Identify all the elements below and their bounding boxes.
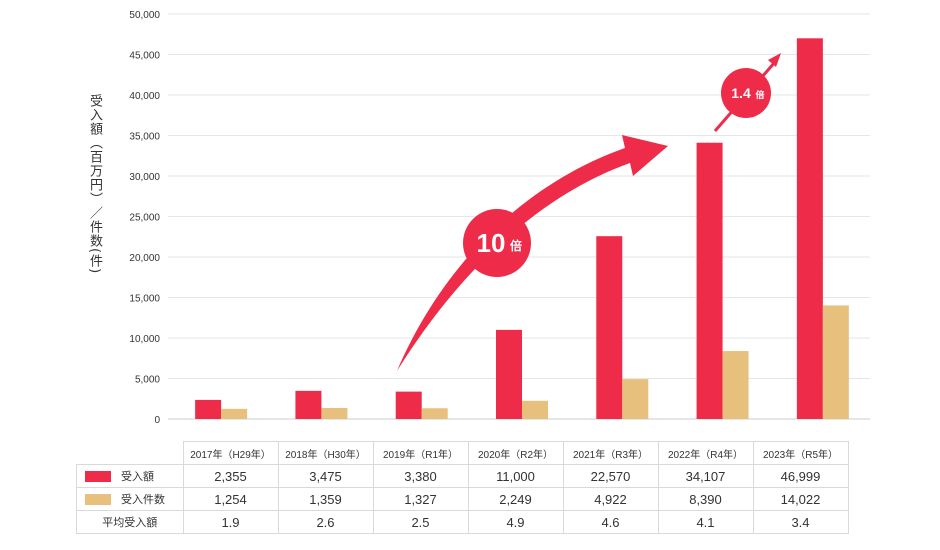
bar-received <box>395 391 422 419</box>
bar-count <box>622 379 649 419</box>
table-cell: 3,380 <box>372 464 469 488</box>
legend-swatch-count <box>85 493 111 505</box>
table-cell: 11,000 <box>467 464 564 488</box>
bar-received <box>295 390 322 419</box>
bars <box>195 38 849 419</box>
bar-count <box>722 351 749 419</box>
legend-swatch-received <box>85 470 111 482</box>
bar-received <box>496 329 522 419</box>
bar-count <box>221 408 248 419</box>
y-tick-label: 30,000 <box>129 172 160 183</box>
bar-received <box>696 142 723 419</box>
table-header-row: 2017年（H29年） 2018年（H30年） 2019年（R1年） 2020年… <box>77 441 849 465</box>
column-header: 2018年（H30年） <box>277 441 374 465</box>
growth-arrow-large <box>397 135 668 371</box>
table-cell: 2,355 <box>182 464 279 488</box>
table-row: 受入額 2,355 3,475 3,380 11,000 22,570 34,1… <box>76 464 849 488</box>
one-four-unit: 倍 <box>755 89 764 101</box>
column-header: 2017年（H29年） <box>182 441 279 465</box>
y-tick-label: 10,000 <box>129 334 160 345</box>
bar-received <box>796 38 823 419</box>
table-cell: 34,107 <box>657 464 754 488</box>
table-cell: 14,022 <box>752 487 849 511</box>
table-cell: 3.4 <box>752 510 849 534</box>
bar-count <box>321 407 348 419</box>
ten-times-badge: 10 倍 <box>463 209 531 277</box>
y-tick-label: 20,000 <box>129 253 160 264</box>
table-row: 平均受入額 1.9 2.6 2.5 4.9 4.6 4.1 3.4 <box>76 510 849 534</box>
row-header-received: 受入額 <box>76 464 184 488</box>
table-cell: 4.9 <box>467 510 564 534</box>
y-tick-label: 50,000 <box>129 10 160 21</box>
table-cell: 1.9 <box>182 510 279 534</box>
table-corner <box>77 442 184 465</box>
table-cell: 4,922 <box>562 487 659 511</box>
table-cell: 4.1 <box>657 510 754 534</box>
bar-count <box>522 400 548 419</box>
row-label: 受入額 <box>121 471 154 483</box>
row-header-count: 受入件数 <box>76 487 184 511</box>
ten-times-unit: 倍 <box>510 238 522 253</box>
y-tick-label: 45,000 <box>129 51 160 62</box>
bar-count <box>421 408 448 419</box>
y-tick-label: 40,000 <box>129 91 160 102</box>
column-header: 2022年（R4年） <box>657 441 754 465</box>
table-cell: 2.6 <box>277 510 374 534</box>
table-cell: 1,254 <box>182 487 279 511</box>
column-header: 2020年（R2年） <box>467 441 564 465</box>
bar-count <box>822 305 849 419</box>
table-cell: 3,475 <box>277 464 374 488</box>
row-header-average: 平均受入額 <box>76 510 184 534</box>
ten-times-value: 10 <box>477 228 506 258</box>
table-cell: 2.5 <box>372 510 469 534</box>
y-tick-label: 35,000 <box>129 132 160 143</box>
table-cell: 4.6 <box>562 510 659 534</box>
column-header: 2021年（R3年） <box>562 441 659 465</box>
data-table: 2017年（H29年） 2018年（H30年） 2019年（R1年） 2020年… <box>76 441 849 534</box>
table-cell: 46,999 <box>752 464 849 488</box>
bar-chart: 0 5,000 10,000 15,000 20,000 25,000 30,000 35,0… <box>129 10 870 426</box>
y-tick-label: 0 <box>154 415 160 426</box>
column-header: 2023年（R5年） <box>752 441 849 465</box>
y-axis-label: 受入額（百万円）／件数(件) <box>87 94 102 275</box>
row-label: 平均受入額 <box>102 517 158 529</box>
bar-received <box>195 399 222 419</box>
table-cell: 8,390 <box>657 487 754 511</box>
y-tick-label: 5,000 <box>135 375 160 386</box>
bar-received <box>596 236 623 419</box>
table-row: 受入件数 1,254 1,359 1,327 2,249 4,922 8,390… <box>76 487 849 511</box>
column-header: 2019年（R1年） <box>372 441 469 465</box>
table-cell: 1,327 <box>372 487 469 511</box>
table-cell: 1,359 <box>277 487 374 511</box>
table-cell: 2,249 <box>467 487 564 511</box>
y-axis-ticks: 0 5,000 10,000 15,000 20,000 25,000 30,000 35,0… <box>129 10 160 426</box>
y-tick-label: 15,000 <box>129 294 160 305</box>
one-four-value: 1.4 <box>731 85 751 101</box>
table-cell: 22,570 <box>562 464 659 488</box>
row-label: 受入件数 <box>121 494 165 506</box>
one-four-times-badge: 1.4 倍 <box>721 68 771 118</box>
y-tick-label: 25,000 <box>129 213 160 224</box>
